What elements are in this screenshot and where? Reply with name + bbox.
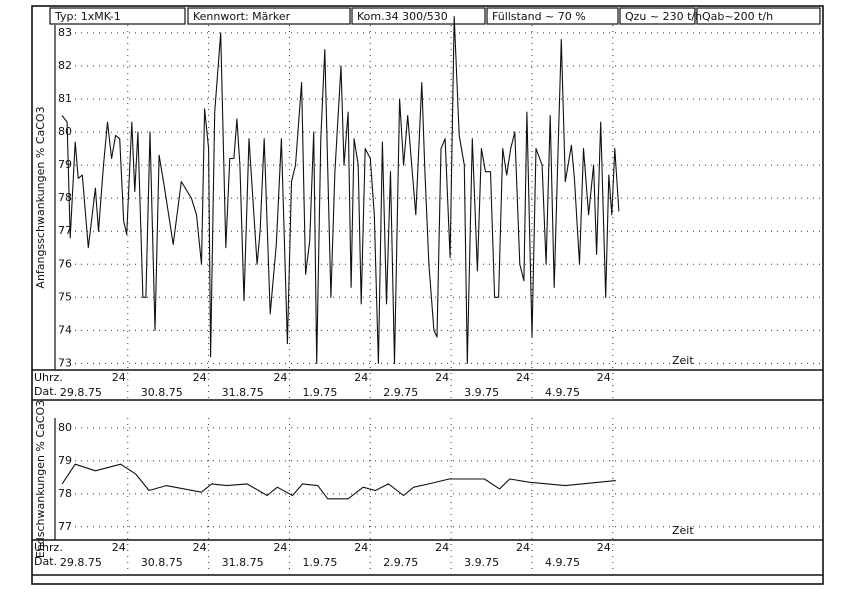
date-label: 31.8.75 — [222, 556, 264, 569]
header-box — [187, 7, 351, 25]
date-label: 29.8.75 — [60, 386, 102, 399]
header-field: Kom.34 300/530 — [357, 10, 448, 23]
date-label: 4.9.75 — [545, 556, 580, 569]
x-tick-label: 24 — [354, 371, 368, 384]
x-tick-label: 24 — [273, 371, 287, 384]
date-row-label: Dat. — [34, 385, 57, 398]
x-tick-label: 24 — [273, 541, 287, 554]
data-line — [61, 463, 616, 500]
x-tick-label: 24 — [112, 541, 126, 554]
date-label: 30.8.75 — [141, 386, 183, 399]
y-tick-label: 77 — [58, 520, 72, 533]
header-field: Qab~200 t/h — [702, 10, 773, 23]
header-field: Füllstand ~ 70 % — [492, 10, 586, 23]
y-tick-label: 78 — [58, 487, 72, 500]
x-tick-label: 24 — [112, 371, 126, 384]
header-field: Qzu ~ 230 t/h — [625, 10, 702, 23]
x-tick-label: 24 — [597, 371, 611, 384]
header-box — [351, 7, 486, 25]
sheet-frame — [31, 5, 824, 585]
y-tick-label: 81 — [58, 92, 72, 105]
y-tick-label: 73 — [58, 356, 72, 369]
y-tick-label: 80 — [58, 125, 72, 138]
header-box — [619, 7, 696, 25]
y-tick-label: 83 — [58, 26, 72, 39]
y-tick-label: 82 — [58, 59, 72, 72]
date-label: 1.9.75 — [302, 386, 337, 399]
header-box — [696, 7, 821, 25]
x-axis-label: Zeit — [672, 524, 694, 537]
y-tick-label: 74 — [58, 323, 72, 336]
y-axis-label: Endschwankungen % CaCO3 — [34, 400, 47, 558]
x-tick-label: 24 — [435, 371, 449, 384]
date-label: 2.9.75 — [383, 386, 418, 399]
x-axis-label: Zeit — [672, 354, 694, 367]
y-tick-label: 79 — [58, 454, 72, 467]
x-tick-label: 24 — [597, 541, 611, 554]
time-row-label: Uhrz. — [34, 371, 63, 384]
date-label: 30.8.75 — [141, 556, 183, 569]
header-box — [486, 7, 619, 25]
y-tick-label: 79 — [58, 158, 72, 171]
x-tick-label: 24 — [354, 541, 368, 554]
date-label: 29.8.75 — [60, 556, 102, 569]
data-line — [61, 15, 620, 364]
x-tick-label: 24 — [193, 541, 207, 554]
date-row-label: Dat. — [34, 555, 57, 568]
y-tick-label: 75 — [58, 290, 72, 303]
header-field: Kennwort: Märker — [193, 10, 291, 23]
date-label: 3.9.75 — [464, 386, 499, 399]
date-label: 4.9.75 — [545, 386, 580, 399]
x-tick-label: 24 — [193, 371, 207, 384]
y-tick-label: 76 — [58, 257, 72, 270]
time-row-label: Uhrz. — [34, 541, 63, 554]
date-label: 3.9.75 — [464, 556, 499, 569]
date-label: 2.9.75 — [383, 556, 418, 569]
header-box — [49, 7, 186, 25]
x-tick-label: 24 — [435, 541, 449, 554]
date-label: 31.8.75 — [222, 386, 264, 399]
y-axis-label: Anfangsschwankungen % CaCO3 — [34, 106, 47, 288]
y-tick-label: 80 — [58, 421, 72, 434]
date-label: 1.9.75 — [302, 556, 337, 569]
header-field: Typ: 1xMK-1 — [54, 10, 121, 23]
x-tick-label: 24 — [516, 371, 530, 384]
y-tick-label: 78 — [58, 191, 72, 204]
y-tick-label: 77 — [58, 224, 72, 237]
x-tick-label: 24 — [516, 541, 530, 554]
